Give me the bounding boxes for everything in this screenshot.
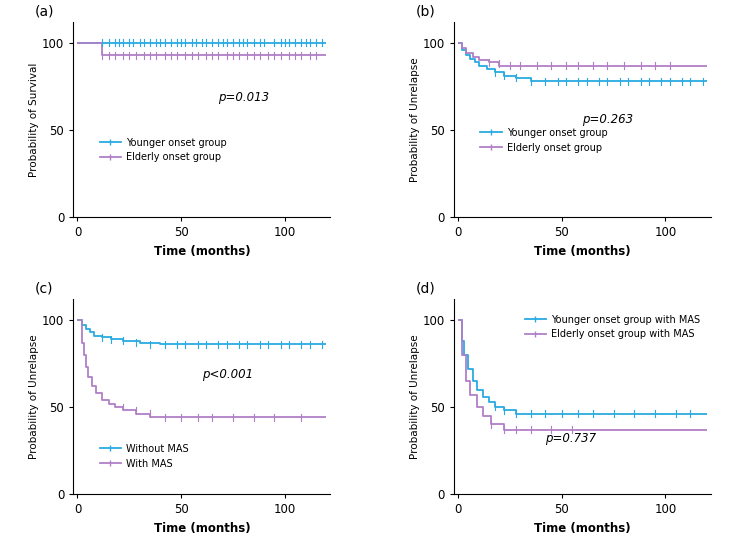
Y-axis label: Probability of Unrelapse: Probability of Unrelapse: [29, 334, 40, 459]
Legend: Younger onset group, Elderly onset group: Younger onset group, Elderly onset group: [96, 134, 231, 166]
Text: (d): (d): [416, 281, 435, 295]
Y-axis label: Probability of Unrelapse: Probability of Unrelapse: [410, 334, 420, 459]
Y-axis label: Probability of Unrelapse: Probability of Unrelapse: [410, 57, 420, 182]
X-axis label: Time (months): Time (months): [534, 245, 631, 257]
Y-axis label: Probability of Survival: Probability of Survival: [29, 63, 40, 177]
Legend: Younger onset group, Elderly onset group: Younger onset group, Elderly onset group: [476, 124, 611, 156]
Text: p=0.263: p=0.263: [583, 114, 633, 126]
Text: (c): (c): [34, 281, 54, 295]
Text: p=0.737: p=0.737: [545, 432, 596, 445]
Text: (b): (b): [416, 4, 435, 18]
Text: p=0.013: p=0.013: [218, 91, 270, 104]
X-axis label: Time (months): Time (months): [153, 245, 250, 257]
Legend: Without MAS, With MAS: Without MAS, With MAS: [96, 440, 193, 473]
X-axis label: Time (months): Time (months): [153, 522, 250, 535]
Text: p<0.001: p<0.001: [202, 368, 253, 381]
Text: (a): (a): [34, 4, 54, 18]
X-axis label: Time (months): Time (months): [534, 522, 631, 535]
Legend: Younger onset group with MAS, Elderly onset group with MAS: Younger onset group with MAS, Elderly on…: [520, 311, 704, 343]
